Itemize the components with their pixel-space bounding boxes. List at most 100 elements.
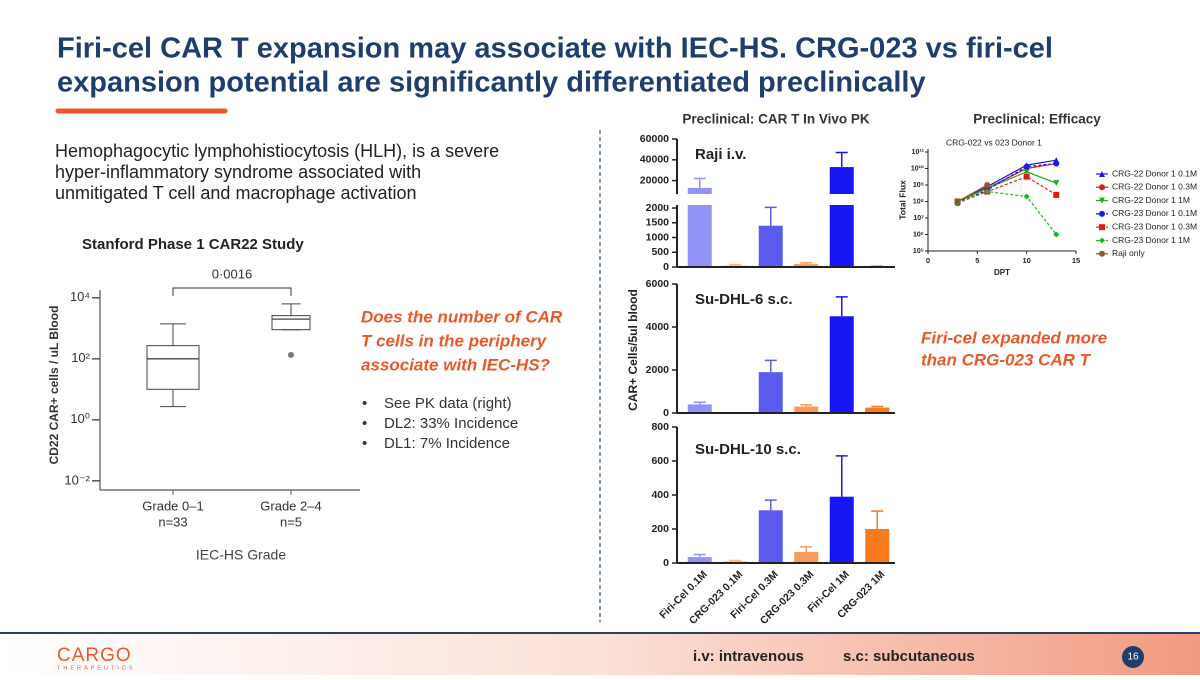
y-tick-label: 4000	[646, 321, 670, 333]
bullet-dot: •	[362, 435, 367, 452]
y-tick-label: 500	[651, 246, 669, 258]
whisker-high	[282, 304, 301, 316]
footer-note: s.c: subcutaneous	[843, 648, 975, 665]
error-bar	[800, 547, 812, 552]
y-tick-label: 10¹¹	[912, 149, 925, 156]
question-line: associate with IEC-HS?	[361, 355, 551, 374]
whisker-high	[160, 324, 186, 346]
marker	[1053, 180, 1059, 186]
bar	[759, 510, 783, 563]
y-tick-label: 20000	[640, 174, 669, 186]
error-bar	[765, 360, 777, 372]
intro-line: hyper-inflammatory syndrome associated w…	[55, 162, 421, 182]
series-line	[958, 192, 1057, 235]
bar	[830, 316, 854, 413]
marker	[1024, 194, 1030, 200]
error-bar	[836, 456, 848, 497]
marker	[1099, 251, 1105, 257]
marker	[1099, 211, 1105, 217]
bar	[794, 552, 818, 563]
intro-line: unmitigated T cell and macrophage activa…	[55, 183, 417, 203]
y-tick-label: 10⁰	[70, 411, 90, 426]
page-number: 16	[1127, 652, 1139, 663]
footer-band	[0, 633, 1200, 675]
x-tick-label: Grade 2–4	[260, 498, 321, 513]
logo: CARGO	[57, 645, 132, 666]
y-axis-label: CD22 CAR+ cells / uL Blood	[47, 306, 61, 465]
bar	[759, 372, 783, 413]
chart-title: Preclinical: CAR T In Vivo PK	[682, 112, 870, 127]
title-line: expansion potential are significantly di…	[57, 67, 926, 99]
series-line	[958, 164, 1057, 202]
error-bar	[729, 560, 741, 561]
marker	[1024, 174, 1030, 180]
p-value: 0·0016	[212, 266, 252, 281]
y-tick-label: 0	[663, 261, 669, 273]
marker	[1024, 164, 1030, 170]
error-bar	[694, 555, 706, 558]
outlier	[288, 352, 294, 358]
study-title: Stanford Phase 1 CAR22 Study	[82, 236, 304, 253]
error-bar	[871, 407, 883, 408]
y-tick-label: 10⁷	[913, 215, 924, 222]
y-tick-label: 1000	[646, 231, 670, 243]
chart-title: Preclinical: Efficacy	[973, 112, 1101, 127]
question-line: Does the number of CAR	[361, 307, 563, 326]
y-tick-label: 800	[651, 421, 669, 433]
bullet-dot: •	[362, 395, 367, 412]
error-bar	[694, 179, 706, 188]
y-tick-label: 10²	[71, 350, 90, 365]
error-bar	[729, 265, 741, 266]
bar	[759, 226, 783, 267]
axis-break	[665, 194, 897, 205]
y-tick-label: 60000	[640, 133, 669, 145]
legend-label: CRG-23 Donor 1 1M	[1112, 235, 1190, 245]
legend-label: CRG-22 Donor 1 1M	[1112, 195, 1190, 205]
x-tick-label: Grade 0–1	[142, 498, 203, 513]
y-tick-label: 10⁴	[70, 289, 90, 304]
error-bar	[836, 297, 848, 316]
conclusion-line: Firi-cel expanded more	[921, 328, 1107, 347]
bullet: DL2: 33% Incidence	[384, 415, 518, 432]
y-tick-label: 10⁶	[913, 231, 924, 238]
bar	[830, 167, 854, 267]
box	[147, 346, 199, 390]
y-tick-label: 40000	[640, 154, 669, 166]
logo-sub: THERAPEUTICS	[57, 665, 135, 671]
x-tick-label: 5	[975, 256, 979, 265]
footer-note: i.v: intravenous	[693, 648, 804, 665]
error-bar	[800, 405, 812, 407]
bar	[865, 529, 889, 563]
marker	[1053, 161, 1059, 167]
error-bar	[765, 207, 777, 225]
marker	[1099, 184, 1105, 190]
y-tick-label: 10⁵	[913, 248, 924, 255]
y-tick-label: 10⁻²	[64, 472, 90, 487]
marker	[1099, 224, 1105, 230]
y-tick-label: 600	[651, 455, 669, 467]
x-axis-label: DPT	[994, 268, 1010, 277]
whisker-low	[160, 389, 186, 406]
y-tick-label: 0	[663, 557, 669, 569]
question-line: T cells in the periphery	[361, 331, 548, 350]
bar	[688, 404, 712, 413]
legend-label: Raji only	[1112, 248, 1145, 258]
y-tick-label: 10¹⁰	[911, 164, 924, 172]
x-tick-label: 15	[1072, 256, 1080, 265]
panel-label: Raji i.v.	[695, 146, 746, 163]
marker	[1099, 238, 1105, 244]
chart-subtitle: CRG-022 vs 023 Donor 1	[946, 137, 1042, 147]
x-tick-label: 0	[926, 256, 930, 265]
panel-label: Su-DHL-6 s.c.	[695, 291, 793, 308]
y-axis-label: Total Flux	[897, 180, 907, 220]
error-bar	[871, 511, 883, 529]
y-tick-label: 400	[651, 489, 669, 501]
n-label: n=33	[158, 514, 187, 529]
marker	[984, 182, 990, 188]
x-axis-label: IEC-HS Grade	[196, 547, 286, 563]
error-bar	[765, 500, 777, 510]
intro-line: Hemophagocytic lymphohistiocytosis (HLH)…	[55, 141, 499, 161]
box	[272, 316, 310, 330]
legend-label: CRG-22 Donor 1 0.1M	[1112, 168, 1197, 178]
